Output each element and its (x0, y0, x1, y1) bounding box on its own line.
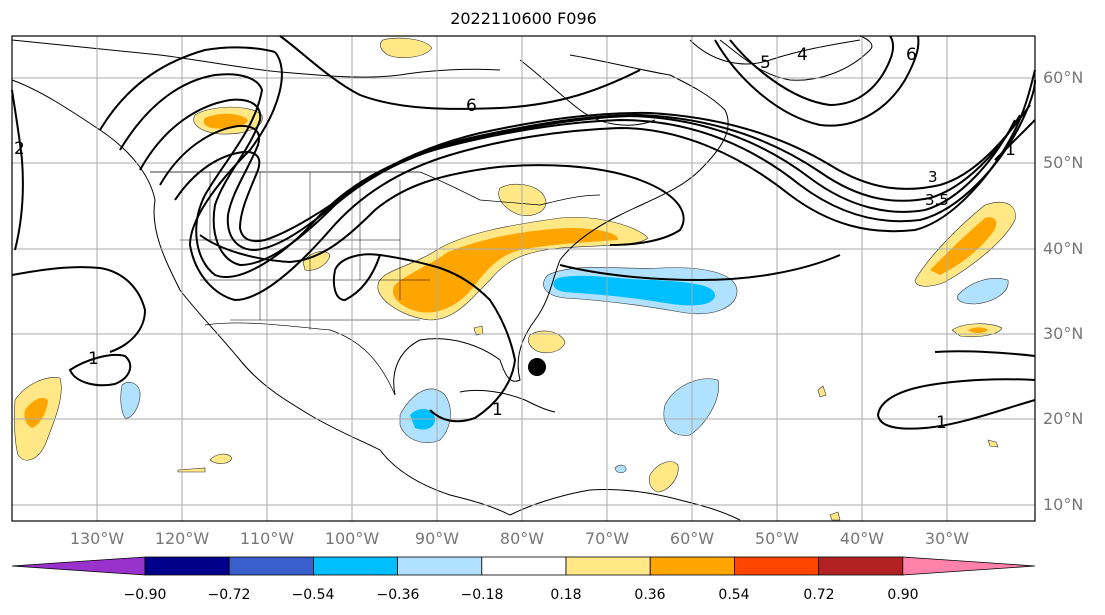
plot-frame (11, 35, 1036, 522)
lon-label: 110°W (239, 529, 295, 548)
colorbar-tick-label: −0.90 (123, 587, 167, 603)
north-america-coast (11, 54, 729, 516)
positive-anomaly-us-core (392, 228, 619, 313)
negative-anomaly-atlantic-core (553, 275, 715, 306)
contour-1-ne (994, 119, 1036, 161)
lat-label: 60°N (1043, 68, 1084, 87)
contour-4-greenland (729, 35, 894, 107)
storm-center-marker (528, 358, 546, 376)
contour-3 (174, 104, 1031, 243)
colorbar-bin (565, 556, 651, 576)
contour-1-loop (68, 354, 132, 387)
lon-label: 50°W (754, 529, 800, 548)
contour-5-greenland (714, 35, 920, 127)
lon-label: 100°W (324, 529, 380, 548)
lat-label: 50°N (1043, 153, 1084, 172)
lon-label: 90°W (414, 529, 460, 548)
graticule (12, 36, 1035, 521)
contour-4 (139, 98, 1016, 267)
colorbar-tick-label: −0.18 (460, 587, 504, 603)
contours (11, 35, 1036, 430)
contour-label: 1 (936, 413, 947, 433)
contour-label: 2 (14, 139, 25, 159)
contour-label: 4 (797, 45, 808, 65)
colorbar-tick-label: −0.36 (376, 587, 420, 603)
contour-1-center (334, 253, 517, 423)
cuba (459, 389, 556, 413)
contour-label: 1 (1005, 140, 1016, 160)
lon-label: 70°W (584, 529, 630, 548)
contour-label: 6 (906, 45, 917, 65)
lon-label: 120°W (154, 529, 210, 548)
shaded-fields (14, 37, 1016, 521)
contour-6-main (99, 46, 1036, 302)
colorbar-extend-high (902, 556, 1036, 576)
canada-arctic (11, 39, 861, 126)
contour-label-layer: 6 4 5 6 1 3.5 3 2 1 1 1 (14, 45, 1016, 433)
lon-label: 80°W (499, 529, 545, 548)
negative-anomaly-east (957, 278, 1009, 305)
contour-2-upper (11, 89, 24, 251)
contour-2-mid (199, 164, 685, 264)
contour-1-east (559, 254, 841, 282)
lat-label: 40°N (1043, 239, 1084, 258)
positive-anomaly-canada-core (203, 113, 248, 129)
contour-label: 6 (466, 96, 477, 116)
colorbar-tick-label: 0.72 (803, 587, 835, 603)
lon-label: 60°W (669, 529, 715, 548)
negative-anomaly-pacific (120, 382, 141, 419)
lat-label: 30°N (1043, 324, 1084, 343)
lon-label: 130°W (69, 529, 125, 548)
colorbar-bin (649, 556, 735, 576)
plot-area (12, 36, 1035, 521)
negative-anomaly-caribbean (663, 378, 719, 436)
contour-1-gulf (332, 254, 381, 302)
contour-label: 3.5 (925, 191, 949, 209)
colorbar-tick-label: 0.36 (634, 587, 666, 603)
contour-6-top (279, 35, 641, 110)
contour-label: 1 (88, 349, 99, 369)
greenland (719, 35, 873, 81)
contour-label: 1 (492, 400, 503, 420)
lat-label: 10°N (1043, 495, 1084, 514)
colorbar-bin (481, 556, 567, 576)
south-america (509, 489, 741, 521)
colorbar-bin (144, 556, 230, 576)
colorbar-bin (397, 556, 483, 576)
colorbar-extend-low (11, 556, 146, 576)
colorbar-bin (312, 556, 398, 576)
colorbar-tick-label: 0.90 (887, 587, 919, 603)
lon-label: 40°W (839, 529, 885, 548)
colorbar-tick-label: 0.54 (718, 587, 750, 603)
contour-label: 5 (760, 53, 771, 73)
us-canada-border (150, 171, 601, 206)
colorbar-bin (818, 556, 904, 576)
contour-1-west (11, 266, 147, 353)
colorbar-tick-label: 0.18 (550, 587, 582, 603)
colorbar-bin (734, 556, 820, 576)
map-title: 2022110600 F096 (450, 9, 597, 28)
coastlines (11, 35, 873, 521)
colorbar-tick-label: −0.54 (291, 587, 335, 603)
contour-1-se-b (934, 350, 1036, 357)
colorbar-tick-label: −0.72 (207, 587, 251, 603)
mexico-border (204, 322, 396, 396)
contour-label: 3 (928, 168, 938, 186)
lat-label: 20°N (1043, 409, 1084, 428)
colorbar-bin (228, 556, 314, 576)
lon-label: 30°W (924, 529, 970, 548)
colorbar (11, 556, 1036, 576)
contour-1-se (876, 378, 1036, 430)
